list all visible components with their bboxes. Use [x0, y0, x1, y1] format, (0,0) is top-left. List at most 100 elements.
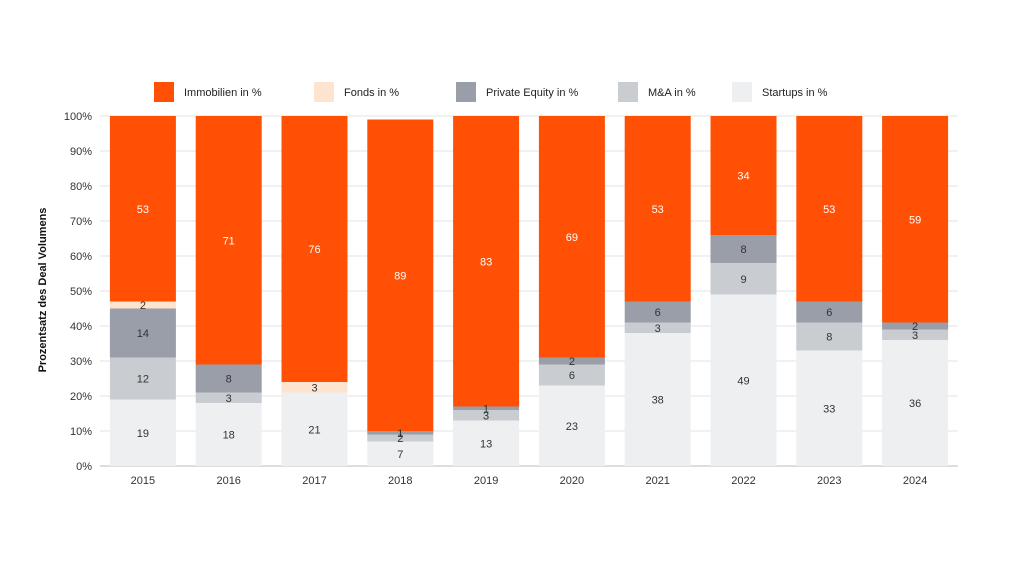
bar-segment — [538, 116, 605, 358]
data-label: 49 — [737, 375, 749, 387]
x-tick-label: 2023 — [817, 475, 841, 487]
bar-segment — [281, 392, 348, 466]
bar-segment — [796, 350, 863, 466]
y-tick-label: 100% — [64, 111, 92, 123]
data-label: 8 — [226, 374, 232, 386]
data-label: 33 — [823, 403, 835, 415]
y-tick-label: 10% — [70, 426, 92, 438]
y-tick-label: 50% — [70, 286, 92, 298]
y-tick-label: 60% — [70, 251, 92, 263]
data-label: 3 — [655, 323, 661, 335]
data-label: 83 — [480, 256, 492, 268]
bar-segment — [109, 357, 176, 400]
bar-segment — [882, 322, 949, 330]
y-tick-label: 40% — [70, 321, 92, 333]
data-label: 6 — [569, 370, 575, 382]
data-label: 7 — [397, 449, 403, 461]
data-label: 2 — [912, 321, 918, 333]
bar-segment — [710, 294, 777, 466]
legend-item: Immobilien in % — [154, 82, 262, 102]
data-label: 14 — [137, 328, 149, 340]
bar-segment — [538, 385, 605, 466]
bar-segment — [109, 301, 176, 309]
bar-segment — [710, 263, 777, 295]
legend-item: Fonds in % — [314, 82, 399, 102]
legend-item: Private Equity in % — [456, 82, 579, 102]
data-label: 3 — [912, 330, 918, 342]
data-label: 13 — [480, 438, 492, 450]
bar-segment — [882, 340, 949, 466]
bar-segment — [538, 364, 605, 386]
y-axis-label: Prozentsatz des Deal Volumens — [37, 208, 49, 373]
data-label: 71 — [223, 235, 235, 247]
data-label: 3 — [311, 382, 317, 394]
legend-label: M&A in % — [648, 87, 696, 99]
data-label: 59 — [909, 214, 921, 226]
bar-segment — [195, 364, 262, 393]
legend-label: Private Equity in % — [486, 87, 579, 99]
y-tick-label: 20% — [70, 391, 92, 403]
x-tick-label: 2017 — [302, 475, 326, 487]
bar-segment — [710, 116, 777, 235]
bar-segment — [453, 410, 520, 421]
data-label: 18 — [223, 430, 235, 442]
bar-segment — [796, 116, 863, 302]
data-label: 8 — [740, 244, 746, 256]
x-tick-label: 2024 — [903, 475, 927, 487]
data-label: 53 — [137, 204, 149, 216]
x-tick-label: 2018 — [388, 475, 412, 487]
bar-segment — [109, 308, 176, 358]
x-axis-ticks: 2015 2016 2017 2018 2019 2020 2021 2022 2023 2024 — [131, 475, 928, 487]
bar-segment — [367, 119, 434, 431]
bar-segment — [796, 301, 863, 323]
data-label: 3 — [483, 410, 489, 422]
data-label: 6 — [826, 307, 832, 319]
data-label: 36 — [909, 398, 921, 410]
bar-segment — [109, 399, 176, 466]
bar-segment — [538, 357, 605, 365]
data-label: 1 — [397, 428, 403, 440]
bar-segment — [367, 431, 434, 435]
data-label: 23 — [566, 421, 578, 433]
data-label: 38 — [652, 395, 664, 407]
x-tick-label: 2022 — [731, 475, 755, 487]
legend-label: Immobilien in % — [184, 87, 262, 99]
legend-swatch — [314, 82, 334, 102]
bar-segment — [367, 441, 434, 466]
bar-segment — [624, 322, 691, 333]
bar-segment — [195, 403, 262, 466]
data-label: 2 — [569, 356, 575, 368]
legend-swatch — [732, 82, 752, 102]
bar-segment — [624, 301, 691, 323]
data-label: 2 — [140, 300, 146, 312]
bar-segment — [453, 406, 520, 410]
y-tick-label: 90% — [70, 146, 92, 158]
bar-segment — [453, 420, 520, 466]
data-label: 21 — [308, 424, 320, 436]
x-tick-label: 2019 — [474, 475, 498, 487]
bar-segment — [882, 329, 949, 340]
data-label: 34 — [737, 171, 749, 183]
y-tick-label: 0% — [76, 461, 92, 473]
bar-segment — [281, 116, 348, 382]
bar-segment — [281, 382, 348, 393]
data-label: 9 — [740, 274, 746, 286]
x-tick-label: 2016 — [216, 475, 240, 487]
data-label: 19 — [137, 428, 149, 440]
y-tick-label: 30% — [70, 356, 92, 368]
data-label: 76 — [308, 244, 320, 256]
legend-item: M&A in % — [618, 82, 696, 102]
legend: Immobilien in % Fonds in % Private Equity … — [154, 82, 828, 102]
data-label: 12 — [137, 374, 149, 386]
x-tick-label: 2021 — [645, 475, 669, 487]
data-label: 69 — [566, 232, 578, 244]
legend-label: Fonds in % — [344, 87, 399, 99]
data-label: 6 — [655, 307, 661, 319]
data-labels: 1912142531838712137672189133183236269383… — [137, 171, 921, 461]
x-tick-label: 2015 — [131, 475, 155, 487]
y-tick-label: 70% — [70, 216, 92, 228]
x-tick-label: 2020 — [560, 475, 584, 487]
y-tick-label: 80% — [70, 181, 92, 193]
bar-segment — [195, 116, 262, 365]
